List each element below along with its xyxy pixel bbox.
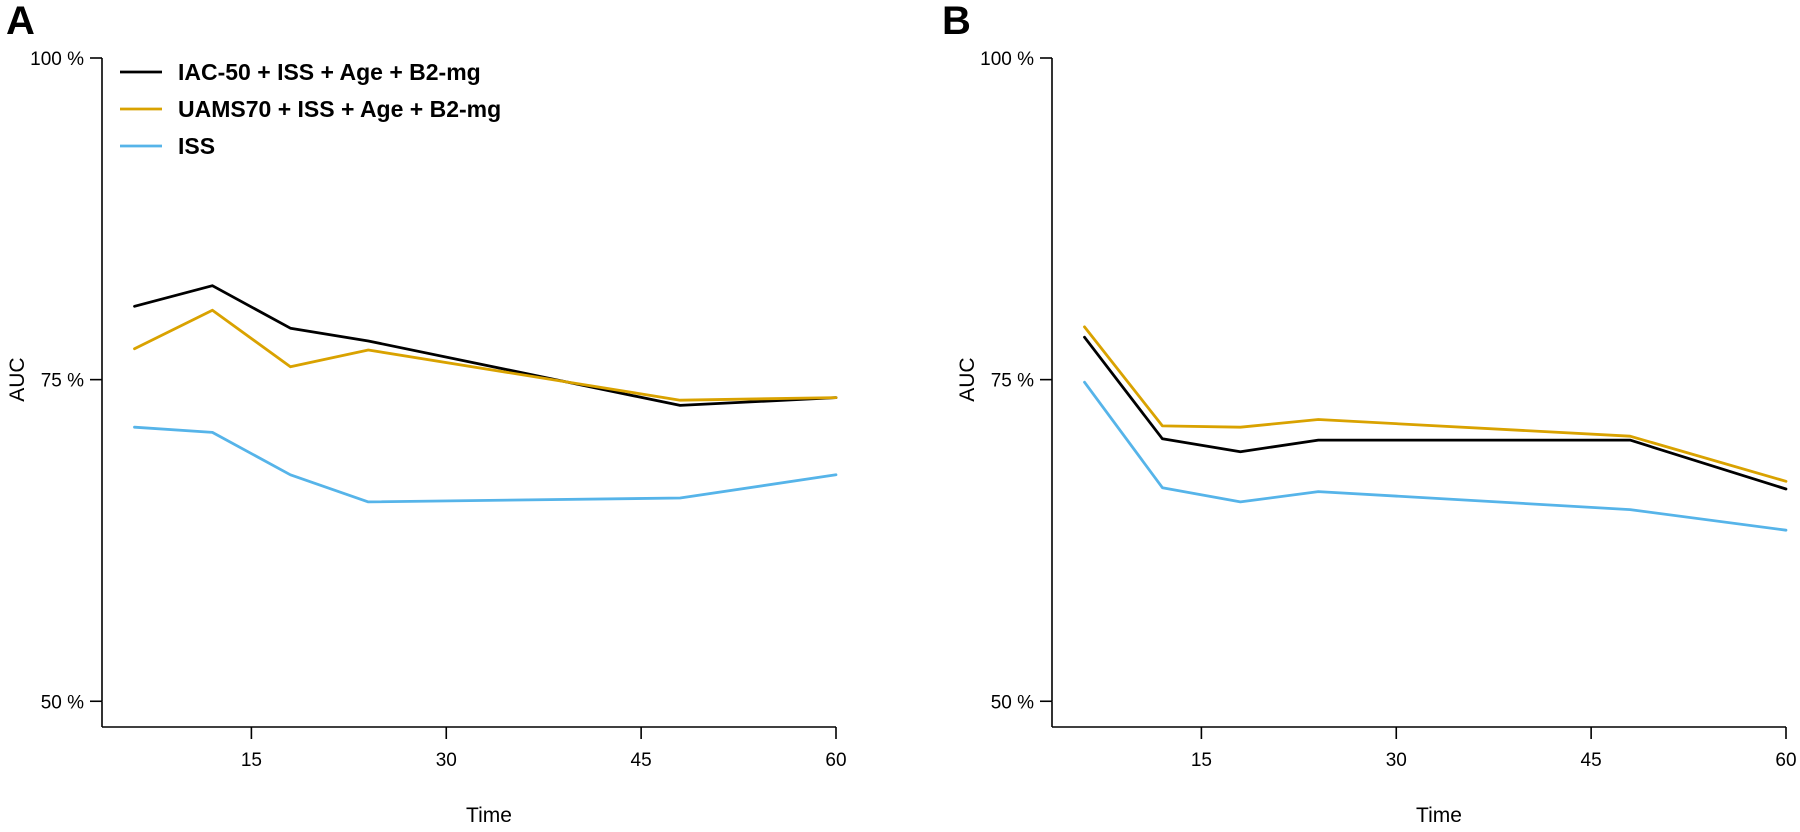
legend-label: IAC-50 + ISS + Age + B2-mg (178, 59, 481, 85)
series-line-1 (133, 284, 838, 407)
panel-letter: A (6, 0, 35, 43)
legend-label: ISS (178, 133, 215, 159)
x-axis-title: Time (466, 804, 512, 827)
series-line-3 (1083, 380, 1788, 532)
y-axis-title: AUC (956, 357, 979, 401)
y-tick-label: 75 % (991, 371, 1034, 392)
x-tick-label: 60 (1775, 750, 1796, 771)
series-line-2 (1083, 325, 1788, 483)
panel-letter: B (942, 0, 971, 43)
x-tick-label: 30 (436, 750, 457, 771)
x-tick-label: 45 (631, 750, 652, 771)
x-tick-label: 30 (1386, 750, 1407, 771)
y-axis-title: AUC (6, 357, 29, 401)
panel-a: A 50 % 75 % 100 % 15 30 45 60 Time AUC IAC-50 + IS… (6, 0, 847, 827)
x-axis-title: Time (1416, 804, 1462, 827)
series-line-2 (133, 308, 838, 402)
x-tick-label: 15 (241, 750, 262, 771)
y-tick-label: 100 % (30, 49, 84, 70)
x-tick-label: 60 (825, 750, 846, 771)
x-tick-label: 15 (1191, 750, 1212, 771)
y-tick-label: 75 % (41, 371, 84, 392)
y-tick-label: 100 % (980, 49, 1034, 70)
x-tick-label: 45 (1581, 750, 1602, 771)
panel-b: B 50 % 75 % 100 % 15 30 45 60 Time AUC (942, 0, 1797, 827)
y-tick-label: 50 % (991, 692, 1034, 713)
y-tick-label: 50 % (41, 692, 84, 713)
legend-label: UAMS70 + ISS + Age + B2-mg (178, 96, 501, 122)
series-line-3 (133, 425, 838, 504)
series-line-1 (1083, 335, 1788, 491)
